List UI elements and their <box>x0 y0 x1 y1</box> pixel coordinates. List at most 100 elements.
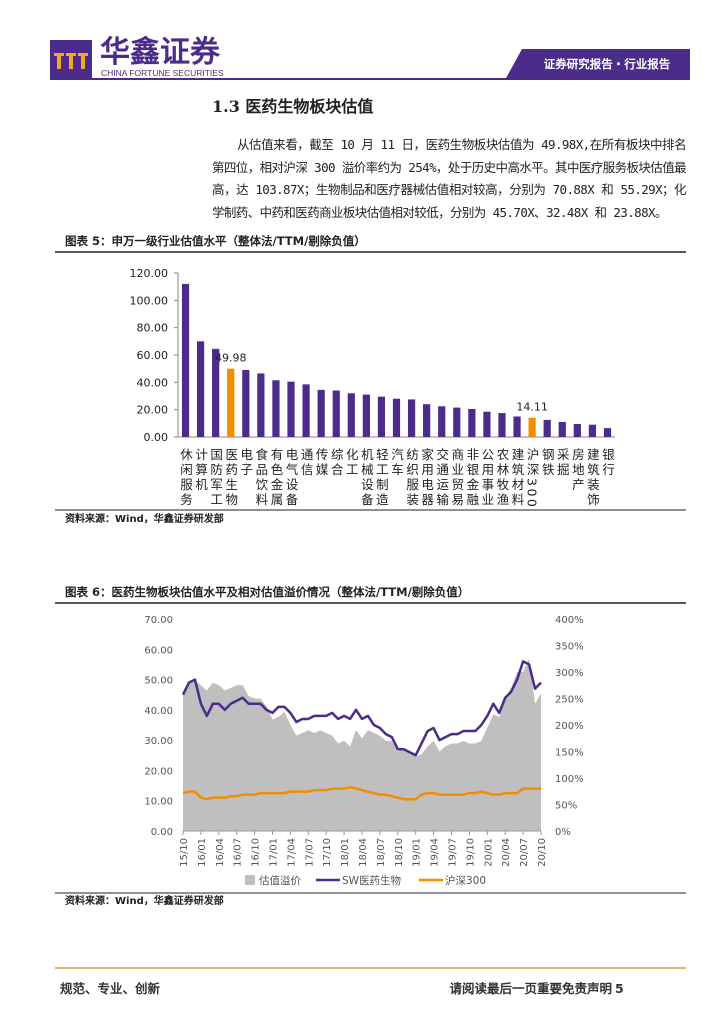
x-tick-label: 计算机 <box>193 448 208 493</box>
x-tick-label: 银行 <box>600 448 615 478</box>
x-tick-label: 综合 <box>329 448 344 478</box>
x-tick-label: 19/07 <box>448 838 459 867</box>
y2-tick-label: 250% <box>555 695 584 706</box>
x-tick-label: 20/10 <box>537 838 548 867</box>
bar <box>332 390 340 437</box>
bar <box>347 393 355 437</box>
legend-swatch <box>245 875 255 885</box>
bar <box>362 394 370 437</box>
x-tick-label: 通信 <box>299 448 314 478</box>
x-tick-label: 18/10 <box>394 838 405 867</box>
bar <box>483 411 491 437</box>
bar <box>468 408 476 437</box>
bar <box>392 398 401 437</box>
x-tick-label: 18/07 <box>376 838 387 867</box>
x-tick-label: 20/04 <box>501 838 512 867</box>
x-tick-label: 休闲服务 <box>178 448 193 508</box>
y-tick-label: 120.00 <box>130 267 169 280</box>
y2-tick-label: 50% <box>555 801 577 812</box>
x-tick-label: 19/01 <box>412 838 423 867</box>
y-tick-label: 40.00 <box>144 706 173 717</box>
bar <box>543 419 551 437</box>
paragraph: 从估值来看，截至 10 月 11 日，医药生物板块估值为 49.98X,在所有板… <box>212 137 687 220</box>
x-tick-label: 家用电器 <box>419 447 434 508</box>
x-tick-label: 轻工制造 <box>374 448 389 508</box>
figure-source: 资料来源：Wind，华鑫证券研发部 <box>65 894 224 907</box>
figure-title: 图表 6：医药生物板块估值水平及相对估值溢价情况（整体法/TTM/剔除负值） <box>65 585 469 599</box>
legend-label: SW医药生物 <box>342 874 401 887</box>
bar <box>603 428 612 437</box>
bar <box>287 381 295 437</box>
area <box>183 658 541 831</box>
y2-tick-label: 200% <box>555 721 584 732</box>
x-tick-label: 沪深300 <box>525 448 540 509</box>
banner <box>505 49 690 80</box>
x-tick-label: 有色金属 <box>268 448 283 508</box>
bar <box>197 341 205 437</box>
x-tick-label: 17/07 <box>304 838 315 867</box>
x-tick-label: 20/01 <box>483 838 494 867</box>
bar <box>302 384 310 437</box>
report-type: 证券研究报告・行业报告 <box>544 57 671 71</box>
bar <box>528 417 536 437</box>
y2-tick-label: 0% <box>555 827 571 838</box>
bar <box>212 348 220 437</box>
y-tick-label: 0.00 <box>144 431 169 444</box>
x-tick-label: 房地产 <box>570 447 585 493</box>
legend-label: 估值溢价 <box>259 874 301 887</box>
x-tick-label: 16/10 <box>251 838 262 867</box>
figure-title: 图表 5：申万一级行业估值水平（整体法/TTM/剔除负值） <box>65 234 366 248</box>
brand: 华鑫证券 <box>100 35 221 70</box>
bar <box>377 396 386 437</box>
x-tick-label: 汽车 <box>389 447 404 478</box>
y-tick-label: 70.00 <box>144 615 173 626</box>
section-title: 1.3 医药生物板块估值 <box>212 97 373 116</box>
bar <box>588 424 596 437</box>
x-tick-label: 公用事业 <box>479 448 494 508</box>
x-tick-label: 建筑材料 <box>510 448 525 508</box>
x-tick-label: 19/10 <box>465 838 476 867</box>
x-tick-label: 钢铁 <box>540 448 555 478</box>
bar <box>498 413 506 437</box>
bar <box>513 416 521 437</box>
y-tick-label: 50.00 <box>144 676 173 687</box>
y2-tick-label: 350% <box>555 642 584 653</box>
data-label: 49.98 <box>215 352 247 365</box>
x-tick-label: 纺织服装 <box>404 448 419 508</box>
figure-source: 资料来源：Wind，华鑫证券研发部 <box>65 512 224 525</box>
x-tick-label: 机械设备 <box>359 448 374 508</box>
data-label: 14.11 <box>516 401 548 414</box>
x-tick-label: 18/04 <box>358 838 369 867</box>
x-tick-label: 非银金融 <box>464 448 479 508</box>
footer-disclaimer: 请阅读最后一页重要免责声明 <box>449 981 612 996</box>
x-tick-label: 传媒 <box>314 447 329 478</box>
y-tick-label: 30.00 <box>144 736 173 747</box>
bar <box>257 373 265 437</box>
x-tick-label: 交通运输 <box>434 447 449 508</box>
footer-motto: 规范、专业、创新 <box>60 981 161 996</box>
line <box>182 785 541 801</box>
x-tick-label: 17/10 <box>322 838 333 867</box>
y-tick-label: 0.00 <box>151 827 173 838</box>
bar <box>573 424 581 437</box>
x-tick-label: 16/01 <box>197 838 208 867</box>
x-tick-label: 国防军工 <box>208 448 223 508</box>
x-tick-label: 17/01 <box>269 838 280 867</box>
x-tick-label: 16/04 <box>215 838 226 867</box>
x-tick-label: 电气设备 <box>284 448 299 508</box>
brand-en: CHINA FORTUNE SECURITIES <box>101 68 224 78</box>
x-tick-label: 食品饮料 <box>253 447 268 508</box>
bar <box>272 380 280 437</box>
y-tick-label: 100.00 <box>130 294 169 307</box>
y-tick-label: 20.00 <box>144 766 173 777</box>
y2-tick-label: 150% <box>555 748 584 759</box>
x-tick-label: 15/10 <box>179 838 190 867</box>
logo-icon <box>54 53 88 69</box>
bar <box>242 370 250 437</box>
x-tick-label: 18/01 <box>340 838 351 867</box>
x-tick-label: 医药生物 <box>223 448 238 508</box>
bar <box>181 283 190 437</box>
x-tick-label: 化工 <box>344 448 359 478</box>
